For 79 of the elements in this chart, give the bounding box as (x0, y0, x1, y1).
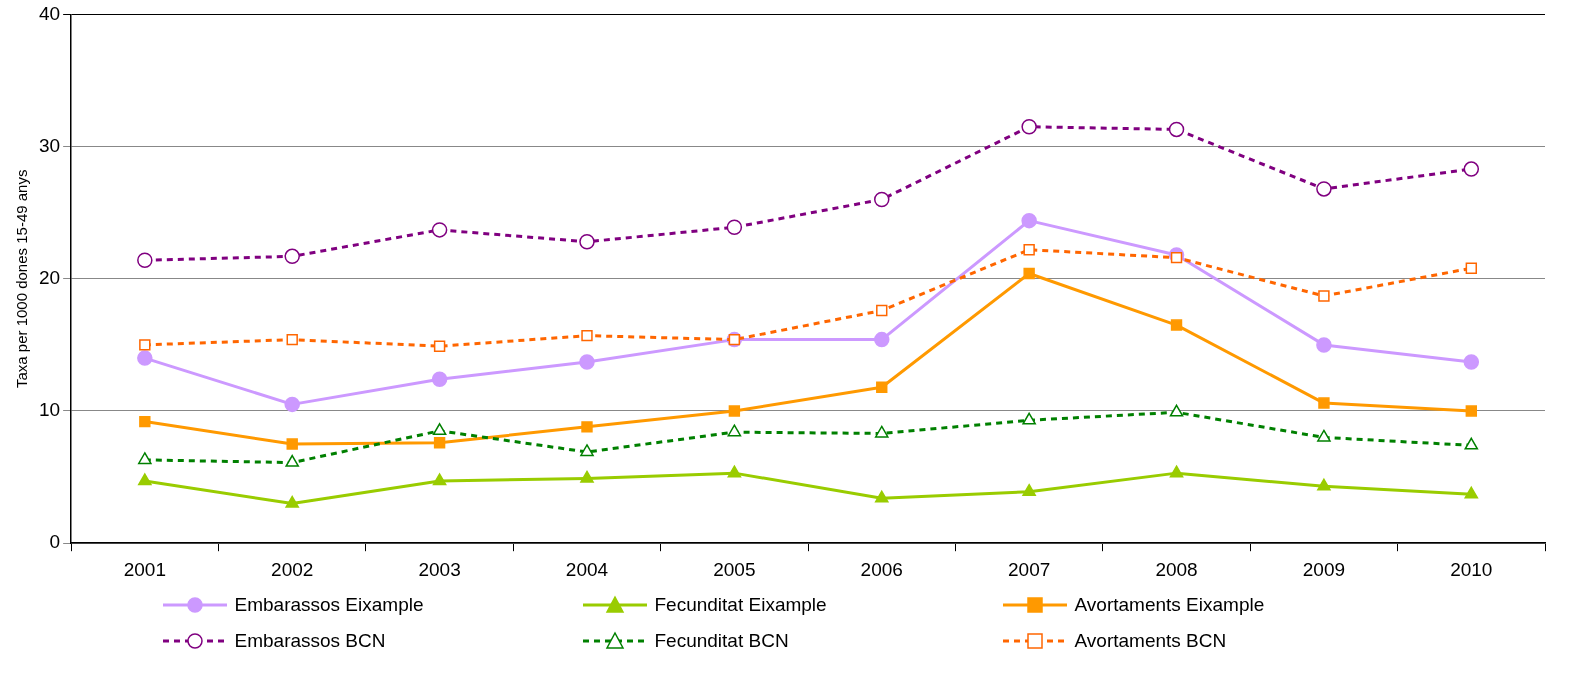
point (1021, 212, 1037, 229)
y-tick-label: 0 (49, 531, 61, 553)
point (727, 424, 742, 437)
point (285, 495, 300, 508)
x-tick-label: 2005 (713, 558, 756, 580)
point (137, 350, 153, 366)
point (728, 405, 741, 417)
x-tick-label: 2009 (1302, 558, 1346, 580)
point (284, 248, 300, 265)
y-tick-label: 40 (38, 2, 61, 24)
legend-label: Embarassos Eixample (234, 594, 424, 616)
point (432, 473, 447, 486)
point (1169, 465, 1184, 478)
y-axis-title: Taxa per 1000 dones 15-49 anys (13, 169, 31, 389)
point (1316, 181, 1332, 197)
point (1465, 262, 1478, 274)
y-tick-label: 20 (38, 267, 61, 289)
point (726, 219, 743, 235)
point (1465, 405, 1478, 417)
point (137, 252, 153, 269)
point (138, 473, 152, 486)
point (1023, 244, 1035, 256)
point (874, 191, 890, 208)
point (139, 415, 151, 428)
point (876, 381, 888, 393)
point (284, 396, 300, 413)
y-tick-label: 30 (38, 134, 61, 156)
point (1464, 437, 1479, 450)
point (286, 438, 298, 450)
point (580, 470, 594, 483)
point (433, 340, 446, 352)
point (579, 234, 595, 250)
point (286, 333, 298, 346)
point (1168, 121, 1185, 138)
legend-label: Avortaments Eixample (1074, 594, 1265, 616)
legend-label: Fecunditat BCN (654, 630, 789, 652)
legend-label: Embarassos BCN (234, 630, 386, 652)
point (1169, 404, 1184, 417)
legend-label: Avortaments BCN (1074, 630, 1227, 652)
point (581, 421, 593, 433)
point (1021, 119, 1037, 135)
point (1022, 483, 1036, 496)
legend-label: Fecunditat Eixample (654, 594, 827, 616)
point (580, 444, 594, 457)
point (727, 465, 742, 478)
point (1317, 478, 1331, 491)
point (874, 425, 889, 438)
x-tick-label: 2008 (1155, 558, 1198, 580)
y-tick-label: 10 (38, 399, 61, 421)
x-tick-label: 2006 (860, 558, 903, 580)
x-tick-label: 2004 (565, 558, 609, 580)
point (874, 331, 890, 348)
point (433, 437, 446, 449)
point (1463, 354, 1480, 370)
point (1317, 429, 1331, 442)
point (874, 490, 889, 503)
point (285, 454, 300, 467)
point (876, 304, 888, 317)
point (579, 354, 595, 370)
x-tick-label: 2010 (1450, 558, 1493, 580)
point (1463, 161, 1480, 177)
point (1170, 319, 1183, 331)
point (1318, 290, 1330, 302)
point (581, 329, 593, 342)
point (1022, 412, 1036, 425)
point (1316, 337, 1332, 353)
point (431, 222, 448, 238)
point (1464, 486, 1479, 499)
point (139, 339, 151, 351)
x-tick-label: 2001 (123, 558, 166, 580)
point (1023, 267, 1035, 280)
x-tick-label: 2002 (271, 558, 314, 580)
x-tick-label: 2007 (1008, 558, 1051, 580)
x-tick-label: 2003 (418, 558, 461, 580)
point (431, 371, 448, 388)
point (1170, 251, 1183, 264)
point (138, 452, 152, 465)
point (432, 423, 447, 436)
point (1318, 397, 1330, 409)
